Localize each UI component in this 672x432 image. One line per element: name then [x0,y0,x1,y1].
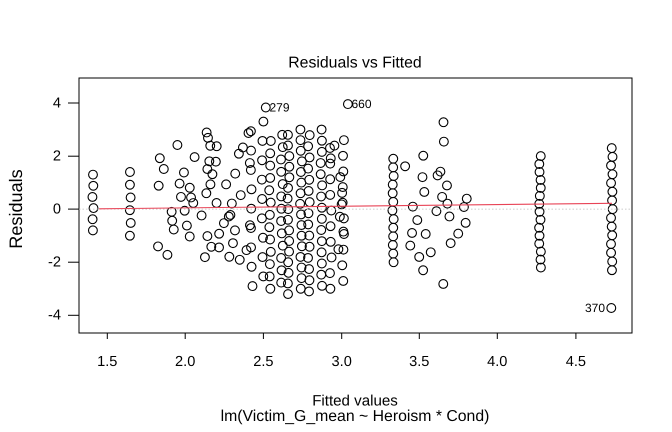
svg-text:Residuals vs Fitted: Residuals vs Fitted [288,54,421,71]
svg-text:660: 660 [352,97,372,111]
svg-text:3.5: 3.5 [409,354,429,370]
svg-text:1.5: 1.5 [97,354,117,370]
svg-text:4: 4 [53,95,61,111]
svg-text:-2: -2 [48,255,61,271]
svg-text:2.5: 2.5 [253,354,273,370]
svg-text:lm(Victim_G_mean ~ Heroism * C: lm(Victim_G_mean ~ Heroism * Cond) [221,408,490,425]
svg-text:279: 279 [270,101,290,115]
svg-text:4.5: 4.5 [566,354,586,370]
svg-text:3.0: 3.0 [332,354,352,370]
svg-text:2: 2 [53,149,61,165]
svg-text:370: 370 [585,301,605,315]
svg-text:Residuals: Residuals [6,169,26,248]
svg-text:2.0: 2.0 [175,354,195,370]
svg-text:-4: -4 [48,308,61,324]
svg-text:4.0: 4.0 [487,354,507,370]
svg-text:0: 0 [53,202,61,218]
